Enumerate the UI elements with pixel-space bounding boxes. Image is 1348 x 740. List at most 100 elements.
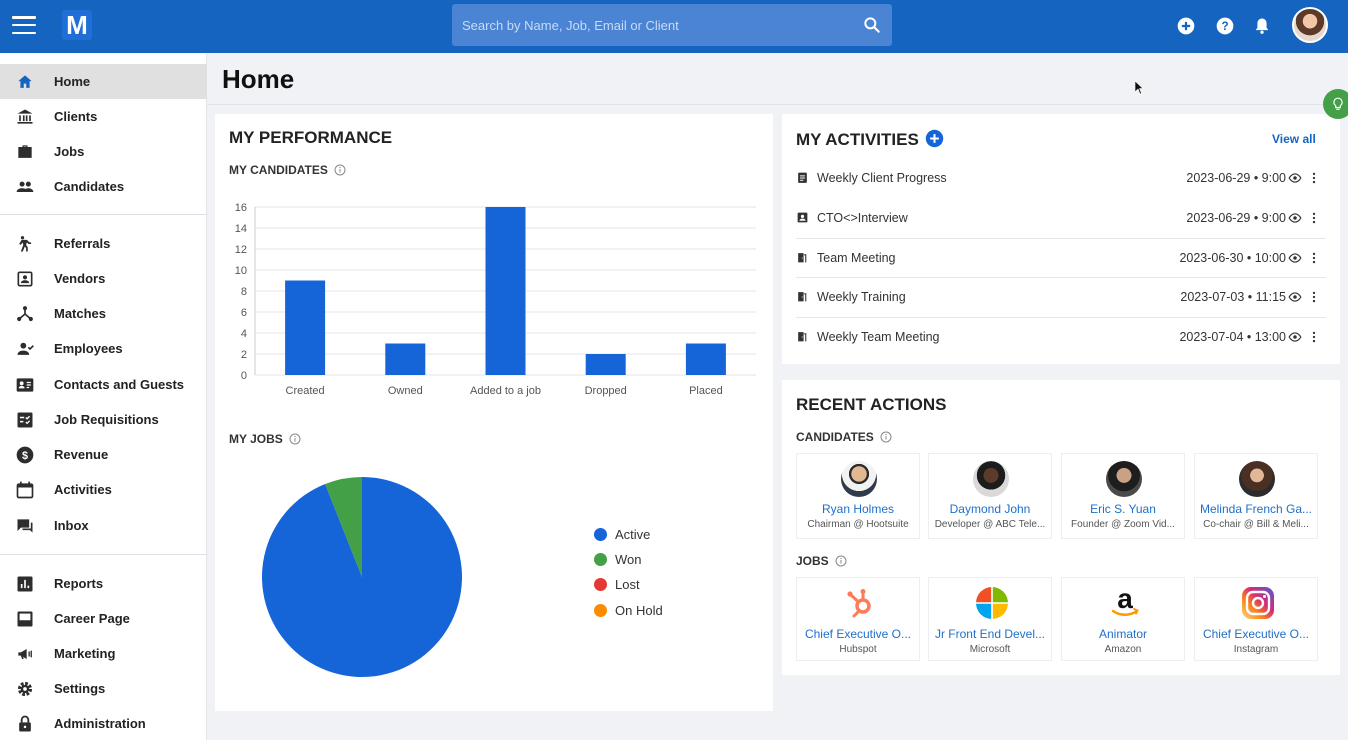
contact-card-icon [16,377,34,392]
sidebar-item-label: Contacts and Guests [54,377,185,392]
job-tile[interactable]: Jr Front End Devel... Microsoft [928,577,1052,661]
candidate-tile[interactable]: Ryan Holmes Chairman @ Hootsuite [796,453,920,539]
eye-icon[interactable] [1288,171,1302,185]
more-vertical-icon[interactable] [1308,290,1320,304]
job-tile[interactable]: Chief Executive O... Instagram [1194,577,1318,661]
search-input[interactable] [462,17,862,33]
candidate-tile[interactable]: Eric S. Yuan Founder @ Zoom Vid... [1061,453,1185,539]
bar-chart-icon [17,576,33,591]
more-vertical-icon[interactable] [1308,251,1320,265]
sidebar-item-revenue[interactable]: $ Revenue [0,437,207,472]
sidebar-divider [0,214,207,215]
candidate-name: Melinda French Ga... [1199,502,1313,516]
eye-icon[interactable] [1288,290,1302,304]
bar [285,280,326,375]
info-icon[interactable] [835,555,847,567]
eye-icon[interactable] [1288,330,1302,344]
sidebar-item-inbox[interactable]: Inbox [0,508,207,543]
activity-row[interactable]: Weekly Team Meeting 2023-07-04 • 13:00 [796,317,1326,356]
job-title: Jr Front End Devel... [934,627,1046,641]
page-title: Home [222,64,295,94]
activity-title: Team Meeting [817,250,896,265]
more-vertical-icon[interactable] [1308,211,1320,225]
sidebar-item-reports[interactable]: Reports [0,566,207,601]
sidebar-item-employees[interactable]: Employees [0,331,207,366]
activity-row[interactable]: Team Meeting 2023-06-30 • 10:00 [796,238,1326,277]
sidebar-item-label: Home [54,74,91,89]
job-tile[interactable]: Chief Executive O... Hubspot [796,577,920,661]
sidebar-item-marketing[interactable]: Marketing [0,636,207,671]
eye-icon[interactable] [1288,251,1302,265]
legend-lost[interactable]: Lost [594,577,640,592]
legend-label: On Hold [615,603,663,618]
tips-lightbulb-button[interactable] [1323,89,1348,119]
activity-divider [796,238,1326,239]
sidebar-item-label: Referrals [54,236,111,251]
sidebar-item-jobs[interactable]: Jobs [0,134,207,169]
candidate-tile[interactable]: Daymond John Developer @ ABC Tele... [928,453,1052,539]
legend-on-hold[interactable]: On Hold [594,603,663,618]
sidebar-item-matches[interactable]: Matches [0,296,207,331]
chat-icon [17,518,33,533]
y-tick-label: 0 [241,370,247,382]
activity-row[interactable]: Weekly Training 2023-07-03 • 11:15 [796,277,1326,316]
activity-row[interactable]: Weekly Client Progress 2023-06-29 • 9:00 [796,158,1326,197]
legend-won[interactable]: Won [594,552,642,567]
menu-icon[interactable] [12,16,36,34]
sidebar-item-label: Reports [54,576,104,591]
search-icon[interactable] [862,15,882,35]
activity-row[interactable]: CTO<>Interview 2023-06-29 • 9:00 [796,198,1326,237]
job-title: Chief Executive O... [1202,627,1310,641]
job-tile[interactable]: a Animator Amazon [1061,577,1185,661]
sidebar-item-vendors[interactable]: Vendors [0,261,207,296]
candidates-bar-chart: 0 2 4 6 8 10 12 14 16 Created Owned Added to a job D… [235,202,756,397]
door-icon [798,253,807,263]
sidebar-item-clients[interactable]: Clients [0,99,207,134]
pie-slice[interactable] [325,477,362,577]
sidebar-item-settings[interactable]: Settings [0,671,207,706]
my-jobs-heading: MY JOBS [229,432,301,446]
add-activity-icon[interactable] [925,129,944,148]
info-icon[interactable] [880,431,892,443]
help-icon[interactable]: ? [1215,16,1235,36]
sidebar-item-job-requisitions[interactable]: Job Requisitions [0,402,207,437]
employee-icon [17,342,34,355]
sidebar-item-administration[interactable]: Administration [0,706,207,740]
info-icon[interactable] [289,433,301,445]
add-circle-icon[interactable] [1176,16,1196,36]
sidebar-item-label: Inbox [54,518,89,533]
sidebar-item-career-page[interactable]: Career Page [0,601,207,636]
door-icon [798,332,807,342]
job-title: Chief Executive O... [804,627,912,641]
sidebar-item-referrals[interactable]: Referrals [0,226,207,261]
info-icon[interactable] [334,164,346,176]
recent-jobs-heading: JOBS [796,554,847,568]
sidebar-item-contacts-and-guests[interactable]: Contacts and Guests [0,367,207,402]
eye-icon[interactable] [1288,211,1302,225]
svg-text:$: $ [22,449,28,461]
bar [485,207,526,375]
sidebar-item-activities[interactable]: Activities [0,472,207,507]
my-candidates-heading: MY CANDIDATES [229,163,346,177]
legend-active[interactable]: Active [594,527,650,542]
x-tick-label: Added to a job [470,385,541,397]
svg-text:?: ? [1221,20,1228,33]
app-logo[interactable]: M [62,10,92,40]
candidate-tile[interactable]: Melinda French Ga... Co-chair @ Bill & M… [1194,453,1318,539]
legend-label: Active [615,527,651,542]
sidebar-item-home[interactable]: Home [0,64,207,99]
sidebar-item-candidates[interactable]: Candidates [0,169,207,204]
candidate-photo [1239,461,1275,497]
matches-icon [17,305,33,321]
sidebar-divider [0,554,207,555]
bar [585,354,626,375]
more-vertical-icon[interactable] [1308,330,1320,344]
sidebar-item-label: Settings [54,681,106,696]
activity-title: Weekly Training [817,289,906,304]
bell-icon[interactable] [1252,16,1272,36]
more-vertical-icon[interactable] [1308,171,1320,185]
sidebar-item-label: Clients [54,109,98,124]
user-avatar[interactable] [1292,7,1328,43]
view-all-link[interactable]: View all [1272,132,1316,146]
candidate-subtitle: Founder @ Zoom Vid... [1071,519,1175,530]
